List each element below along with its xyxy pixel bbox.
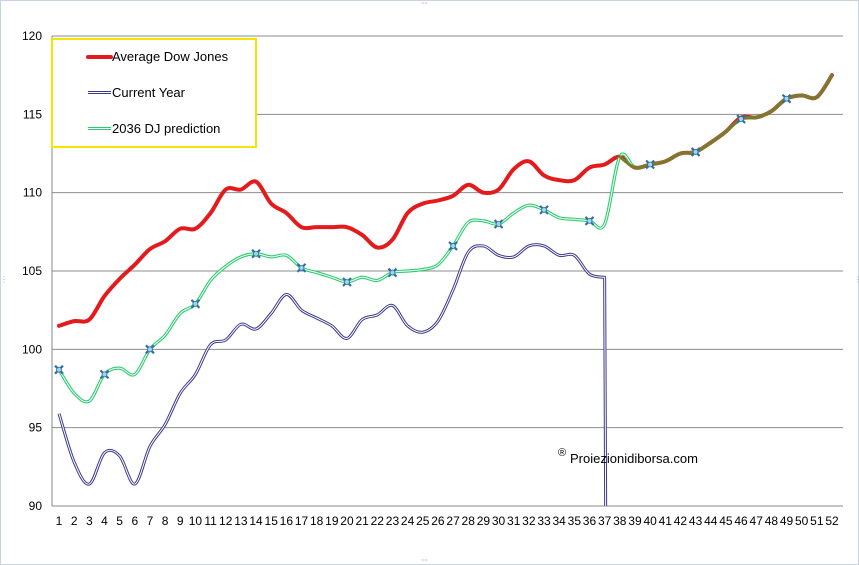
- x-axis-ticks: 1 2 3 4 5 6 7 8 9 10 11 12 13 14 15 16 17 18 19 20 21 22 23 24 2…: [56, 514, 839, 528]
- x-tick-label: 47: [750, 514, 764, 528]
- prediction-marker: [99, 369, 110, 380]
- prediction-marker: [781, 93, 792, 104]
- x-tick-label: 26: [431, 514, 445, 528]
- x-tick-label: 3: [86, 514, 93, 528]
- x-tick-label: 14: [249, 514, 263, 528]
- x-tick-label: 33: [537, 514, 551, 528]
- x-tick-label: 35: [568, 514, 582, 528]
- prediction-marker: [387, 267, 398, 278]
- x-tick-label: 45: [719, 514, 733, 528]
- x-tick-label: 19: [325, 514, 339, 528]
- x-tick-label: 34: [552, 514, 566, 528]
- marker-group: [54, 93, 792, 380]
- legend: Average Dow Jones Current Year 2036 DJ p…: [51, 38, 257, 148]
- x-tick-label: 46: [734, 514, 748, 528]
- x-tick-label: 38: [613, 514, 627, 528]
- x-tick-label: 11: [204, 514, 217, 528]
- prediction-marker: [190, 299, 201, 309]
- y-tick-label: 100: [22, 342, 42, 356]
- watermark: ® Proiezionidiborsa.com: [558, 447, 698, 466]
- x-tick-label: 7: [147, 514, 154, 528]
- x-tick-label: 37: [598, 514, 612, 528]
- resize-handle-bottom[interactable]: ····: [421, 556, 428, 565]
- x-tick-label: 18: [310, 514, 324, 528]
- x-tick-label: 42: [674, 514, 688, 528]
- x-tick-label: 13: [234, 514, 248, 528]
- prediction-marker: [736, 114, 746, 124]
- x-tick-label: 25: [416, 514, 430, 528]
- x-tick-label: 15: [265, 514, 279, 528]
- prediction-marker: [584, 216, 595, 226]
- x-tick-label: 28: [462, 514, 476, 528]
- x-tick-label: 29: [477, 514, 491, 528]
- x-tick-label: 52: [825, 514, 839, 528]
- y-tick-label: 105: [22, 264, 42, 278]
- resize-handle-top[interactable]: ····: [421, 0, 428, 8]
- y-tick-label: 110: [23, 186, 42, 200]
- x-tick-label: 9: [177, 514, 184, 528]
- legend-label-prediction: 2036 DJ prediction: [112, 121, 220, 136]
- prediction-marker: [251, 248, 261, 259]
- x-tick-label: 10: [189, 514, 203, 528]
- x-tick-label: 5: [116, 514, 123, 528]
- prediction-marker: [539, 205, 549, 215]
- prediction-marker: [645, 159, 655, 170]
- x-tick-label: 30: [492, 514, 506, 528]
- x-tick-label: 2: [71, 514, 78, 528]
- series-line-current-core: [58, 244, 607, 507]
- legend-label-current: Current Year: [112, 85, 186, 100]
- x-tick-label: 24: [401, 514, 415, 528]
- prediction-marker: [342, 277, 352, 287]
- x-tick-label: 22: [371, 514, 385, 528]
- x-tick-label: 50: [795, 514, 809, 528]
- prediction-marker: [448, 241, 458, 251]
- x-tick-label: 21: [355, 514, 369, 528]
- x-tick-label: 44: [704, 514, 718, 528]
- y-tick-label: 90: [29, 499, 43, 513]
- x-tick-label: 31: [507, 514, 521, 528]
- registered-symbol: ®: [558, 447, 566, 459]
- y-tick-label: 120: [22, 29, 42, 43]
- watermark-text: Proiezionidiborsa.com: [570, 451, 698, 466]
- legend-label-average: Average Dow Jones: [112, 49, 229, 64]
- x-tick-label: 20: [340, 514, 354, 528]
- x-tick-label: 48: [765, 514, 779, 528]
- prediction-marker: [296, 263, 307, 273]
- prediction-marker: [145, 344, 155, 355]
- prediction-marker: [493, 219, 504, 229]
- series-line-current: [57, 243, 608, 507]
- x-tick-label: 49: [780, 514, 794, 528]
- y-tick-label: 95: [29, 421, 43, 435]
- x-tick-label: 23: [386, 514, 400, 528]
- resize-handle-left[interactable]: ⋮: [0, 275, 8, 284]
- x-tick-label: 6: [131, 514, 138, 528]
- x-tick-label: 17: [295, 514, 309, 528]
- x-tick-label: 40: [643, 514, 657, 528]
- prediction-marker: [690, 147, 701, 157]
- x-tick-label: 12: [219, 514, 233, 528]
- x-tick-label: 36: [583, 514, 597, 528]
- x-tick-label: 43: [689, 514, 703, 528]
- series-line-overlap: [618, 73, 834, 170]
- x-tick-label: 39: [628, 514, 642, 528]
- prediction-marker: [54, 364, 64, 375]
- x-tick-label: 51: [810, 514, 824, 528]
- x-tick-label: 1: [56, 514, 63, 528]
- x-tick-label: 4: [101, 514, 108, 528]
- x-tick-label: 27: [446, 514, 460, 528]
- x-tick-label: 16: [280, 514, 294, 528]
- series-group: [57, 73, 834, 507]
- x-tick-label: 32: [522, 514, 536, 528]
- y-axis-ticks: 90 95 100 105 110 115 120: [22, 29, 42, 513]
- y-tick-label: 115: [23, 107, 42, 121]
- resize-handle-right[interactable]: ⋮: [854, 275, 859, 284]
- x-tick-label: 41: [659, 514, 673, 528]
- x-tick-label: 8: [162, 514, 169, 528]
